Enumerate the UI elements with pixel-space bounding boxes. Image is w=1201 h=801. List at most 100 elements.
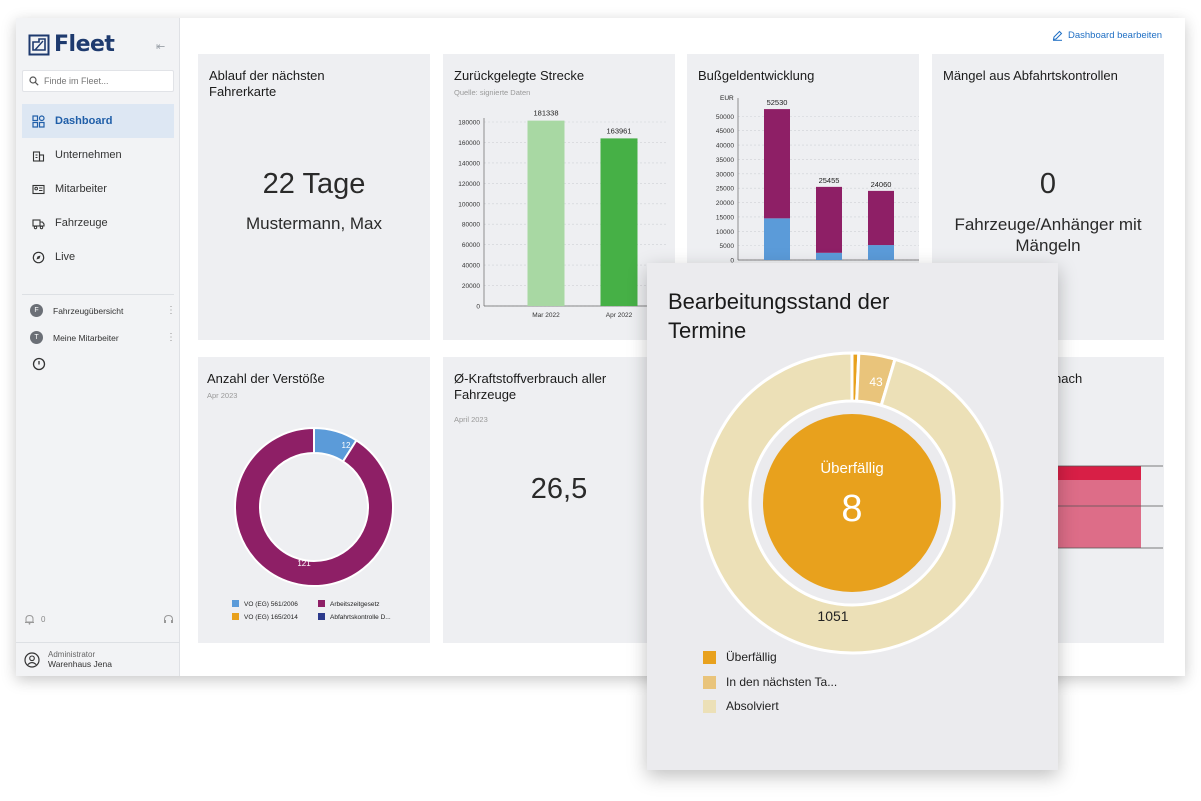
overlay-title: Bearbeitungsstand der Termine	[668, 289, 890, 343]
center-label: Überfällig	[820, 459, 883, 477]
logo-text: Fleet	[54, 32, 115, 57]
favorite-meine-mitarbeiter[interactable]: T Meine Mitarbeiter ⋮	[30, 331, 176, 344]
legend-label: In den nächsten Ta...	[726, 675, 838, 689]
center-overdue-circle	[763, 414, 941, 592]
card-distance[interactable]: Zurückgelegte Strecke Quelle: signierte …	[443, 54, 675, 340]
dashboard-icon	[32, 114, 45, 128]
legend-label: VO (EG) 561/2006	[244, 601, 298, 608]
card-title-fragment: nach	[1054, 371, 1083, 386]
favorite-avatar: F	[30, 304, 43, 317]
nav-item-dashboard[interactable]: Dashboard	[22, 104, 174, 138]
defects-label: Fahrzeuge/Anhänger mit Mängeln	[954, 215, 1142, 255]
bar-segment	[764, 109, 790, 219]
card-driver-card[interactable]: Ablauf der nächsten Fahrerkarte 22 Tage …	[198, 54, 430, 340]
legend-label: VO (EG) 165/2014	[244, 614, 298, 621]
y-tick-label: 0	[730, 258, 734, 265]
fines-stacked-bar-chart: EUR 0 5000 10000 15000 20000 25000 30000 35000 40…	[716, 95, 919, 265]
user-account[interactable]: Administrator Warenhaus Jena	[16, 642, 180, 676]
y-tick-label: 35000	[716, 157, 734, 164]
bar	[600, 138, 638, 306]
fuel-value: 26,5	[530, 473, 588, 505]
more-options-icon[interactable]: ⋮	[166, 332, 176, 343]
sidebar-divider	[22, 294, 174, 295]
favorite-label: Fahrzeugübersicht	[53, 305, 124, 316]
data-label: 52530	[767, 98, 788, 107]
appointments-donut-chart: Überfällig 8 43 1051	[700, 351, 1004, 655]
sidebar-footer-bar: 0	[24, 614, 174, 625]
legend-label: Absolviert	[726, 699, 779, 713]
y-tick-label: 15000	[716, 214, 734, 221]
distance-bar-chart: 0 20000 40000 60000 80000 100000 120000 140000 1…	[458, 109, 668, 319]
edit-dashboard-link[interactable]: Dashboard bearbeiten	[1052, 30, 1162, 41]
card-subtitle: Apr 2023	[207, 391, 238, 400]
search-input[interactable]	[44, 76, 164, 86]
card-title: Bußgeldentwicklung	[698, 68, 815, 83]
legend-swatch	[318, 613, 325, 620]
legend-item-completed[interactable]: Absolviert	[703, 699, 779, 713]
legend-swatch	[703, 650, 716, 664]
y-tick-label: 120000	[458, 181, 480, 188]
nav-item-mitarbeiter[interactable]: Mitarbeiter	[22, 172, 174, 206]
data-label: 181338	[533, 109, 558, 118]
y-tick-label: 100000	[458, 201, 480, 208]
legend-item-upcoming[interactable]: In den nächsten Ta...	[703, 675, 837, 689]
card-title: Ablauf der nächsten Fahrerkarte	[209, 68, 325, 99]
nav-item-fahrzeuge[interactable]: Fahrzeuge	[22, 206, 174, 240]
bar-segment	[816, 252, 842, 260]
bar-segment	[816, 186, 842, 253]
user-name: Warenhaus Jena	[48, 659, 112, 669]
legend-swatch	[703, 699, 716, 713]
card-title: Ø-Kraftstoffverbrauch aller Fahrzeuge	[454, 371, 607, 402]
favorite-label: Meine Mitarbeiter	[53, 332, 119, 343]
edit-dashboard-label: Dashboard bearbeiten	[1068, 30, 1163, 41]
y-tick-label: 20000	[462, 283, 480, 290]
y-tick-label: 40000	[462, 263, 480, 270]
headset-icon[interactable]	[163, 614, 174, 625]
building-icon	[32, 150, 45, 162]
more-options-icon[interactable]: ⋮	[166, 305, 176, 316]
favorite-avatar: T	[30, 331, 43, 344]
card-title: Zurückgelegte Strecke	[454, 68, 585, 83]
card-fuel[interactable]: Ø-Kraftstoffverbrauch aller Fahrzeuge Ap…	[443, 357, 675, 643]
nav-label-live: Live	[55, 251, 76, 263]
card-subtitle: April 2023	[454, 415, 488, 424]
logo[interactable]: Fleet	[28, 32, 115, 57]
y-tick-label: 0	[476, 304, 480, 311]
nav-label-mitarbeiter: Mitarbeiter	[55, 183, 107, 195]
pencil-icon	[1052, 30, 1063, 41]
nav-label-dashboard: Dashboard	[55, 115, 113, 127]
x-tick-label: Mar 2022	[532, 312, 560, 319]
data-label: 12	[342, 441, 351, 450]
data-label: 163961	[606, 126, 631, 135]
history-icon[interactable]	[32, 357, 46, 371]
nav-label-unternehmen: Unternehmen	[55, 149, 122, 161]
y-tick-label: 25000	[716, 186, 734, 193]
compass-icon	[32, 251, 45, 263]
bar-segment	[868, 190, 894, 246]
legend-swatch	[703, 675, 716, 689]
search-box	[22, 70, 174, 92]
data-label: 1051	[817, 608, 848, 624]
favorite-fahrzeuguebersicht[interactable]: F Fahrzeugübersicht ⋮	[30, 304, 176, 317]
y-tick-label: 5000	[720, 243, 735, 250]
data-label: 24060	[871, 180, 892, 189]
donut-slice	[234, 426, 394, 587]
user-avatar-icon	[24, 651, 40, 668]
y-tick-label: 40000	[716, 143, 734, 150]
legend-item-overdue[interactable]: Überfällig	[703, 650, 777, 664]
bar-segment	[764, 218, 790, 260]
truck-icon	[32, 218, 45, 229]
y-tick-label: 10000	[716, 229, 734, 236]
nav-item-unternehmen[interactable]: Unternehmen	[22, 138, 174, 172]
collapse-sidebar-icon[interactable]: ⇤	[156, 41, 166, 53]
sidebar: Fleet ⇤ Dashboard	[16, 18, 180, 676]
data-label: 121	[297, 559, 311, 568]
bell-icon[interactable]	[24, 614, 35, 625]
legend-label: Arbeitszeitgesetz	[330, 601, 380, 608]
y-tick-label: 80000	[462, 222, 480, 229]
card-violations[interactable]: Anzahl der Verstöße Apr 2023 12 121 VO (EG…	[198, 357, 430, 643]
appointments-status-card[interactable]: Bearbeitungsstand der Termine Überfällig…	[647, 263, 1058, 770]
card-title: Anzahl der Verstöße	[207, 371, 325, 386]
y-axis-label: EUR	[720, 95, 734, 102]
nav-item-live[interactable]: Live	[22, 240, 174, 274]
